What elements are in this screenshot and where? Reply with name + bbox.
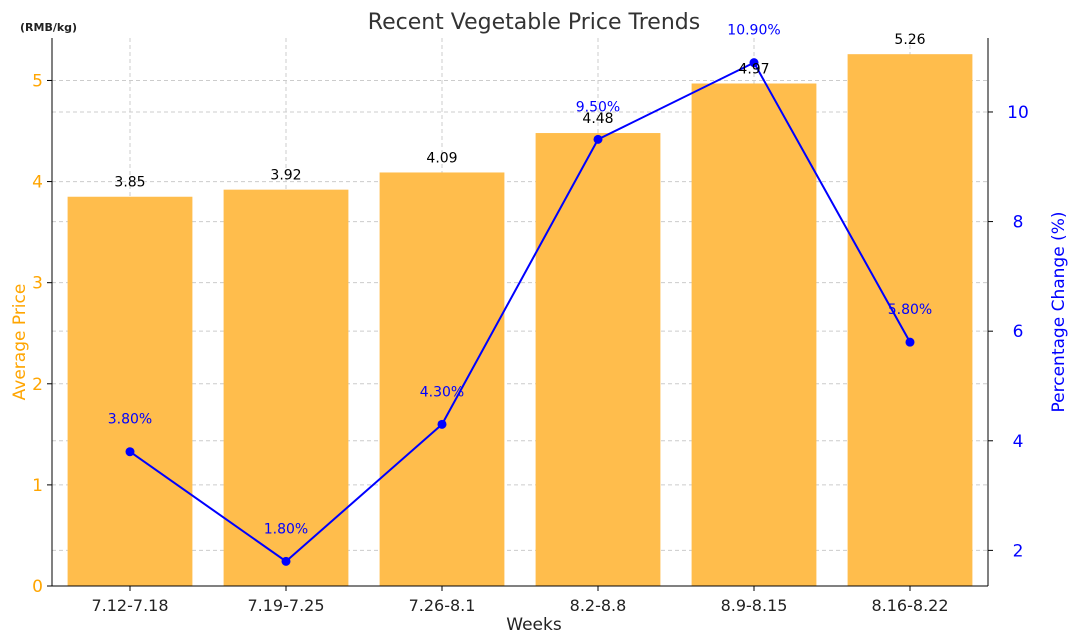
- bar-value-label-4: 4.97: [738, 61, 769, 77]
- bars: [67, 54, 973, 586]
- bar-value-label-3: 4.48: [582, 111, 613, 127]
- bar-1: [223, 189, 349, 586]
- percentage-line: [129, 61, 911, 563]
- x-tick-label-4: 8.9-8.15: [721, 596, 788, 615]
- x-axis-label: Weeks: [506, 615, 562, 635]
- y-left-tick-label-2: 2: [32, 375, 43, 395]
- bar-5: [847, 54, 973, 586]
- y-axis-right-label: Percentage Change (%): [1049, 212, 1069, 413]
- y-right-tick-label-1: 4: [1013, 432, 1024, 452]
- y-right-tick-label-4: 10: [1007, 103, 1029, 123]
- percentage-label-3: 9.50%: [576, 99, 620, 115]
- line-point-1: [281, 556, 291, 566]
- y-right-tick-label-0: 2: [1013, 541, 1024, 561]
- x-tick-label-2: 7.26-8.1: [409, 596, 476, 615]
- bar-value-label-0: 3.85: [114, 175, 145, 191]
- y-left-tick-label-0: 0: [32, 577, 43, 597]
- x-tick-label-3: 8.2-8.8: [570, 596, 627, 615]
- bar-0: [67, 196, 193, 586]
- line-point-4: [749, 58, 759, 68]
- line-point-3: [593, 134, 603, 144]
- y-left-tick-label-5: 5: [32, 71, 43, 91]
- x-tick-label-0: 7.12-7.18: [91, 596, 168, 615]
- unit-note: (RMB/kg): [20, 21, 77, 34]
- line-point-5: [905, 337, 915, 347]
- percentage-label-5: 5.80%: [888, 302, 932, 318]
- axes: 7.12-7.18 7.19-7.25 7.26-8.1 8.2-8.8 8.9-8.1…: [32, 38, 1029, 615]
- bar-4: [691, 83, 817, 586]
- line-series: [125, 58, 915, 566]
- chart-title: Recent Vegetable Price Trends: [368, 10, 700, 35]
- x-tick-label-5: 8.16-8.22: [871, 596, 948, 615]
- y-left-tick-label-3: 3: [32, 274, 43, 294]
- line-point-0: [125, 447, 135, 457]
- line-point-2: [437, 419, 447, 429]
- y-left-tick-label-4: 4: [32, 173, 43, 193]
- bar-2: [379, 172, 505, 586]
- percentage-label-0: 3.80%: [108, 412, 152, 428]
- x-tick-label-1: 7.19-7.25: [247, 596, 324, 615]
- y-right-tick-label-3: 8: [1013, 213, 1024, 233]
- percentage-label-4: 10.90%: [727, 23, 780, 39]
- y-axis-left-label: Average Price: [10, 284, 30, 401]
- data-labels: 3.85 3.92 4.09 4.48 4.97 5.26 3.80% 1.80% 4.30% 9…: [108, 23, 932, 538]
- y-left-tick-label-1: 1: [32, 476, 43, 496]
- bar-value-label-1: 3.92: [270, 168, 301, 184]
- y-right-tick-label-2: 6: [1013, 322, 1024, 342]
- bar-value-label-2: 4.09: [426, 150, 457, 166]
- bar-value-label-5: 5.26: [894, 32, 925, 48]
- bar-3: [535, 133, 661, 586]
- percentage-label-1: 1.80%: [264, 521, 308, 537]
- percentage-label-2: 4.30%: [420, 384, 464, 400]
